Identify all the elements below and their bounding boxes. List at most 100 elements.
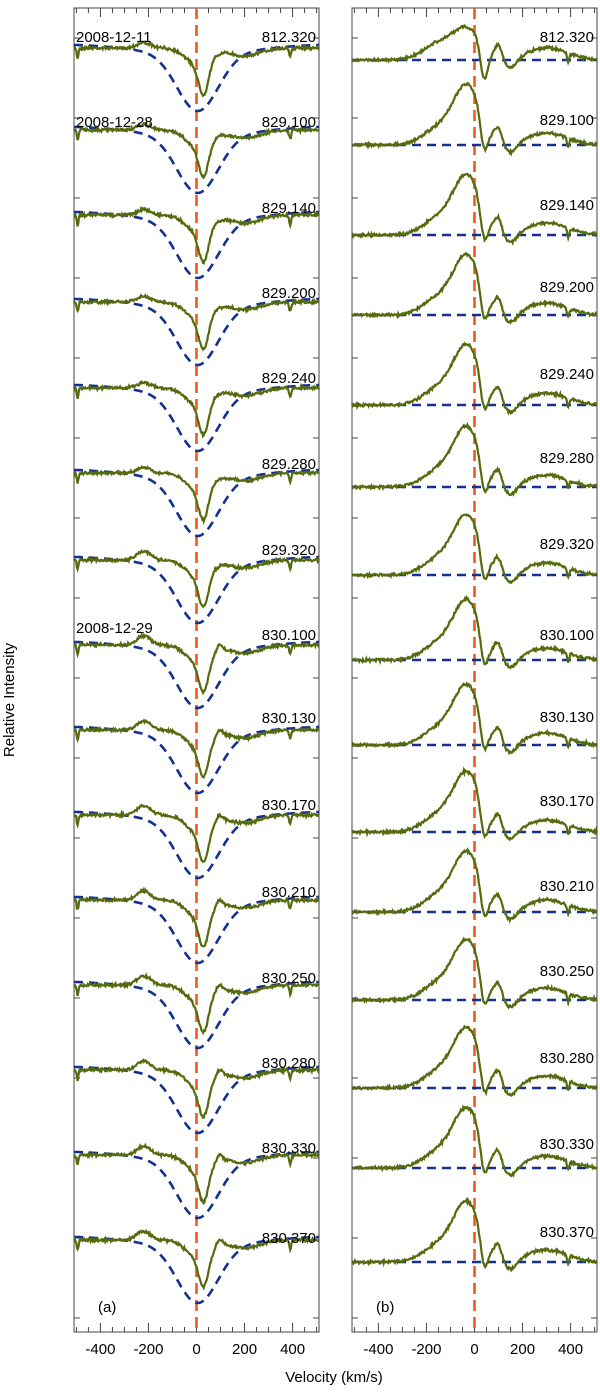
row-label: 829.140 [262, 200, 316, 217]
observed-residual-profile [351, 681, 598, 756]
row-label: 829.200 [262, 285, 316, 302]
row-label: 812.320 [540, 29, 594, 46]
observed-profile [73, 1229, 320, 1291]
observed-residual-profile [351, 1197, 598, 1273]
axis-ticks [352, 8, 597, 1332]
row-label: 830.170 [262, 797, 316, 814]
spectrum-row: 812.320 [351, 23, 598, 81]
spectrum-row: 830.210 [351, 847, 598, 924]
row-label: 830.100 [540, 627, 594, 644]
row-label: 829.240 [540, 366, 594, 383]
observed-residual-profile [351, 847, 598, 924]
observed-residual-profile [350, 251, 598, 325]
row-label: 829.140 [540, 197, 594, 214]
row-label: 830.210 [540, 878, 594, 895]
spectrum-row: 829.100 [73, 114, 320, 195]
spectrum-row: 829.320 [351, 513, 598, 585]
x-tick-label: -400 [85, 1341, 115, 1358]
observed-residual-profile [351, 594, 598, 670]
row-label: 830.370 [540, 1224, 594, 1241]
spectrum-row: 830.100 [351, 594, 598, 670]
row-label: 829.100 [262, 114, 316, 131]
observed-profile [73, 293, 320, 352]
observed-profile [72, 380, 321, 439]
observed-profile [73, 718, 320, 779]
x-tick-label: 200 [232, 1341, 257, 1358]
panel-label: (b) [376, 1299, 394, 1316]
panel-label: (a) [98, 1299, 116, 1316]
observed-profile [73, 120, 320, 180]
spectrum-row: 829.200 [73, 285, 320, 367]
observed-residual-profile [351, 421, 598, 497]
observed-profile [73, 40, 321, 98]
panel-a: -400 -200 0 200 400 (a) 812.320 829.100 829.140 8… [72, 7, 321, 1358]
row-label: 830.280 [262, 1055, 316, 1072]
spectrum-row: 812.320 [73, 29, 321, 113]
row-label: 830.370 [262, 1230, 316, 1247]
y-axis-label: Relative Intensity [1, 642, 18, 757]
observed-profile [73, 972, 320, 1036]
row-label: 830.210 [262, 884, 316, 901]
row-label: 830.100 [262, 627, 316, 644]
row-label: 830.250 [262, 970, 316, 987]
row-label: 830.280 [540, 1050, 594, 1067]
spectrum-row: 830.280 [351, 1024, 598, 1097]
row-label: 830.330 [262, 1140, 316, 1157]
row-label: 829.240 [262, 370, 316, 387]
spectrum-row: 830.250 [351, 936, 598, 1010]
row-label: 830.170 [540, 793, 594, 810]
observed-residual-profile [351, 1024, 598, 1097]
observed-residual-profile [350, 341, 598, 416]
spectrum-row: 830.280 [73, 1055, 320, 1135]
spectrum-row: 829.200 [350, 251, 598, 325]
spectrum-row: 830.210 [73, 884, 320, 965]
row-label: 812.320 [262, 29, 316, 46]
spectrum-row: 830.370 [351, 1197, 598, 1273]
model-profile [73, 383, 320, 453]
spectrum-row: 829.100 [351, 81, 598, 157]
row-label: 830.330 [540, 1136, 594, 1153]
spectrum-row: 829.140 [351, 172, 598, 246]
row-label: 830.130 [540, 709, 594, 726]
observed-residual-profile [351, 513, 598, 585]
observed-residual-profile [351, 1104, 598, 1178]
spectrum-row: 829.320 [73, 542, 321, 625]
x-tick-label: -200 [411, 1341, 441, 1358]
observed-profile [73, 1058, 320, 1119]
row-label: 829.200 [540, 279, 594, 296]
x-tick-label: 0 [192, 1341, 200, 1358]
spectrum-row: 829.240 [72, 370, 321, 453]
row-label: 829.320 [540, 536, 594, 553]
spectrum-row: 830.130 [351, 681, 598, 756]
date-label: 2008-12-11 [76, 29, 152, 46]
x-tick-label: -400 [363, 1341, 393, 1358]
observed-profile [73, 886, 320, 948]
spectrum-row: 829.280 [351, 421, 598, 497]
spectrum-row: 830.330 [351, 1104, 598, 1178]
observed-profile [73, 803, 320, 864]
date-label: 2008-12-28 [76, 114, 153, 131]
observed-residual-profile [351, 172, 598, 246]
panel-b: -400 -200 0 200 400 (b) 812.320 829.100 829.140 8… [350, 7, 599, 1358]
spectrum-row: 830.370 [73, 1229, 320, 1305]
row-label: 830.130 [262, 710, 316, 727]
observed-profile [73, 631, 320, 696]
model-profile [73, 895, 320, 965]
spectrum-row: 830.170 [351, 766, 599, 842]
model-profile [73, 297, 320, 367]
x-tick-label: 200 [510, 1341, 535, 1358]
row-label: 829.100 [540, 112, 594, 129]
observed-residual-profile [351, 23, 598, 81]
spectrum-row: 829.140 [73, 200, 320, 280]
row-label: 829.280 [262, 456, 316, 473]
spectrum-row: 829.280 [73, 456, 320, 538]
spectrum-row: 830.170 [73, 797, 320, 880]
observed-profile [73, 464, 320, 526]
observed-profile [73, 548, 321, 609]
spectrum-row: 829.240 [350, 341, 598, 416]
spectrum-row: 830.250 [73, 970, 320, 1050]
row-label: 829.280 [540, 450, 594, 467]
row-label: 830.250 [540, 963, 594, 980]
observed-residual-profile [351, 936, 598, 1010]
